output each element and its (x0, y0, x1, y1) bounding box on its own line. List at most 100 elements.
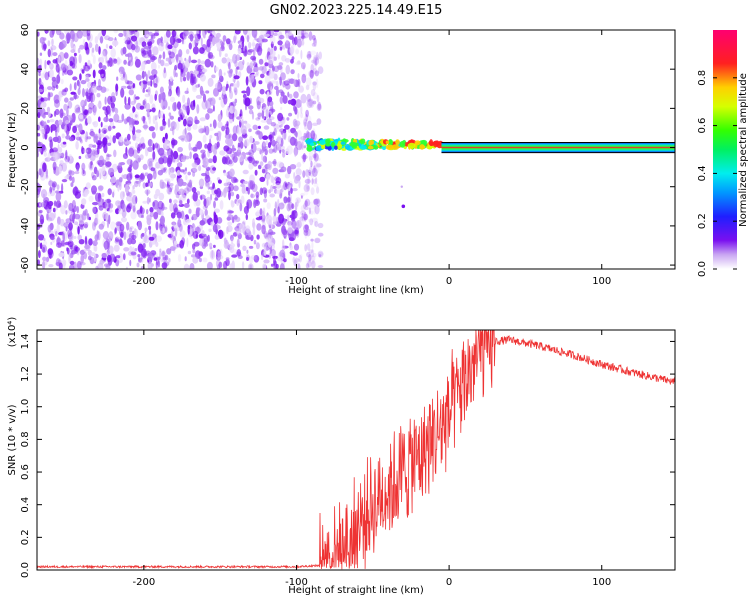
spectrogram-noise-speck (241, 186, 246, 194)
spectrogram-noise-speck (233, 214, 238, 220)
spectrogram-noise-speck (63, 222, 69, 228)
spectrogram-noise-speck (192, 230, 199, 239)
x-tick-label: -200 (132, 276, 155, 287)
spectrogram-noise-speck (316, 186, 320, 194)
spectrogram-noise-speck (131, 234, 137, 240)
spectrogram-noise-speck (276, 65, 282, 69)
spectrogram-noise-speck (122, 46, 127, 55)
spectrogram-noise-speck (301, 62, 306, 70)
spectrogram-noise-speck (147, 70, 151, 79)
spectrogram-x-axis-label: Height of straight line (km) (288, 285, 424, 296)
spectrogram-noise-speck (199, 117, 206, 122)
spectrogram-noise-speck (226, 226, 229, 235)
spectrogram-noise-speck (149, 181, 153, 189)
spectrogram-noise-speck (219, 40, 225, 46)
spectrogram-noise-speck (96, 133, 103, 137)
spectrogram-noise-speck (280, 72, 286, 81)
spectrogram-noise-speck (278, 139, 282, 145)
spectrogram-noise-speck (301, 154, 308, 160)
spectrogram-noise-speck (119, 191, 125, 200)
spectrogram-noise-speck (274, 204, 278, 209)
spectrogram-noise-speck (39, 58, 43, 67)
spectrogram-noise-speck (118, 208, 123, 215)
spectrogram-noise-speck (205, 166, 211, 171)
spectrogram-noise-speck (46, 211, 50, 221)
spectrogram-noise-speck (183, 118, 187, 127)
spectrogram-noise-speck (233, 185, 239, 192)
spectrogram-noise-speck (74, 171, 80, 175)
spectrogram-noise-speck (157, 56, 162, 64)
spectrogram-noise-speck (174, 240, 178, 246)
spectrogram-noise-speck (317, 222, 324, 229)
spectrogram-noise-speck (233, 35, 237, 44)
spectrogram-noise-speck (168, 90, 171, 97)
spectrogram-noise-speck (261, 187, 268, 194)
spectrogram-noise-speck (175, 54, 179, 61)
spectrogram-noise-speck (192, 243, 196, 250)
spectrogram-noise-speck (42, 43, 47, 50)
spectrogram-noise-speck (250, 55, 257, 61)
spectrogram-noise-speck (44, 30, 50, 34)
spectrogram-noise-speck (294, 36, 298, 46)
spectrogram-noise-speck (295, 48, 300, 55)
spectrogram-noise-speck (244, 97, 251, 107)
spectrogram-noise-speck (107, 188, 112, 196)
spectrogram-noise-speck (124, 73, 128, 84)
spectrogram-noise-speck (298, 254, 303, 263)
spectrogram-noise-speck (119, 229, 125, 236)
spectrogram-noise-speck (48, 63, 53, 68)
spectrogram-noise-speck (68, 202, 74, 212)
y-tick-label: 0.2 (20, 529, 31, 545)
spectrogram-noise-speck (254, 131, 260, 135)
spectrogram-noise-speck (213, 200, 216, 209)
spectrogram-noise-speck (218, 261, 223, 269)
spectrogram-noise-speck (303, 213, 309, 221)
spectrogram-noise-speck (316, 118, 322, 125)
spectrogram-noise-speck (268, 134, 275, 141)
spectrogram-noise-speck (38, 209, 43, 214)
spectrogram-noise-speck (262, 106, 269, 110)
spectrogram-noise-speck (113, 149, 117, 158)
spectrogram-noise-speck (81, 146, 84, 155)
spectrogram-noise-speck (70, 39, 74, 49)
spectrogram-noise-speck (60, 78, 64, 85)
spectrogram-noise-speck (298, 85, 304, 93)
spectrogram-noise-speck (295, 212, 299, 218)
spectrogram-noise-speck (303, 229, 309, 236)
spectrogram-noise-speck (92, 240, 98, 247)
spectrogram-noise-speck (259, 187, 263, 196)
spectrogram-noise-speck (287, 78, 292, 84)
spectrogram-noise-speck (44, 59, 47, 70)
spectrogram-noise-speck (183, 220, 189, 226)
spectrogram-noise-speck (104, 199, 111, 203)
spectrogram-noise-speck (246, 249, 249, 254)
spectrogram-noise-speck (302, 153, 307, 163)
spectrogram-noise-speck (279, 46, 283, 51)
spectrogram-noise-speck (265, 173, 271, 181)
spectrogram-noise-speck (129, 227, 133, 233)
spectrogram-noise-speck (108, 203, 114, 209)
spectrogram-noise-speck (121, 113, 125, 122)
spectrogram-noise-speck (48, 212, 55, 222)
spectrogram-noise-speck (246, 86, 251, 97)
spectrogram-noise-speck (138, 180, 141, 187)
spectrogram-noise-speck (249, 82, 253, 91)
spectrogram-noise-speck (231, 254, 238, 258)
spectrogram-noise-speck (168, 112, 172, 117)
spectrogram-noise-speck (136, 146, 141, 154)
spectrogram-noise-speck (179, 230, 186, 238)
spectrogram-noise-speck (250, 193, 254, 198)
spectrogram-noise-speck (205, 196, 212, 206)
spectrogram-noise-speck (236, 80, 240, 88)
spectrogram-noise-speck (75, 131, 80, 140)
spectrogram-noise-speck (98, 57, 105, 64)
spectrogram-noise-speck (293, 172, 296, 180)
spectrogram-noise-speck (90, 161, 93, 166)
spectrogram-noise-speck (301, 212, 304, 221)
spectrogram-noise-speck (73, 94, 79, 100)
spectrogram-noise-speck (144, 227, 148, 232)
spectrogram-noise-speck (56, 74, 61, 84)
spectrogram-noise-speck (110, 176, 117, 184)
spectrogram-noise-speck (281, 245, 286, 251)
spectrogram-noise-speck (131, 188, 134, 197)
